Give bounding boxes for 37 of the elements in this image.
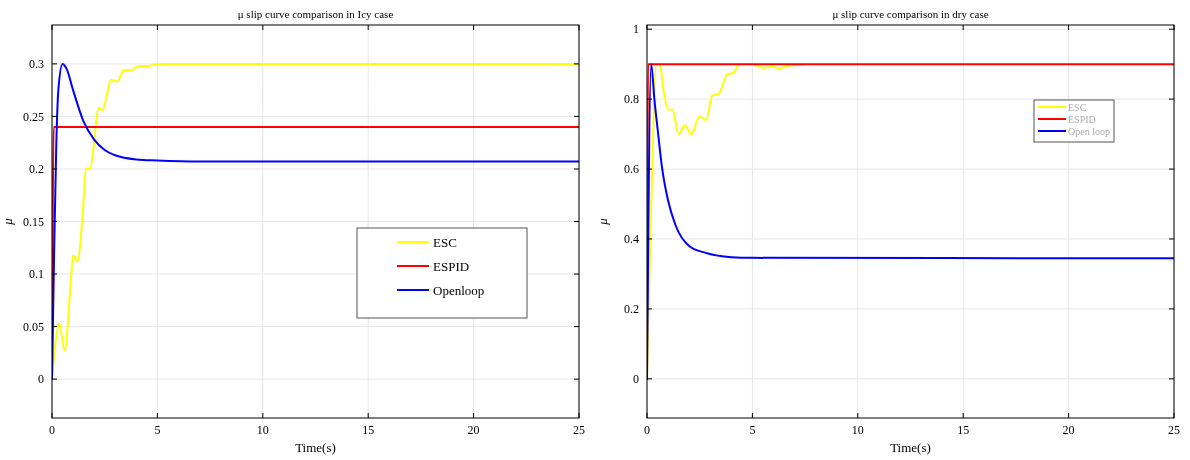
x-tick-label: 10 — [851, 423, 864, 437]
y-tick-label: 1 — [633, 22, 639, 37]
chart-title: μ slip curve comparison in dry case — [832, 8, 989, 20]
y-tick-label: 0.6 — [624, 162, 639, 177]
y-tick-label: 0.3 — [29, 57, 44, 72]
legend-label: Openloop — [433, 282, 485, 298]
y-tick-label: 0.05 — [23, 319, 44, 334]
y-tick-label: 0 — [633, 372, 639, 387]
y-tick-label: 0.1 — [29, 267, 44, 282]
legend-label: ESC — [433, 234, 457, 250]
x-tick-label: 0 — [644, 423, 650, 437]
x-tick-label: 20 — [1062, 423, 1075, 437]
x-axis-title: Time(s) — [295, 440, 336, 455]
x-tick-label: 20 — [467, 423, 480, 437]
x-tick-label: 10 — [256, 423, 269, 437]
y-tick-label: 0.2 — [29, 162, 44, 177]
x-tick-label: 15 — [957, 423, 970, 437]
x-tick-label: 5 — [749, 423, 756, 437]
y-tick-label: 0 — [38, 372, 44, 387]
y-axis-title: μ — [0, 217, 15, 226]
y-tick-label: 0.15 — [23, 214, 44, 229]
legend-label: ESPID — [1068, 113, 1096, 125]
x-tick-label: 15 — [362, 423, 375, 437]
legend-label: ESC — [1068, 101, 1087, 113]
x-tick-label: 0 — [49, 423, 55, 437]
x-tick-label: 25 — [1168, 423, 1180, 437]
x-tick-label: 25 — [573, 423, 585, 437]
y-tick-label: 0.8 — [624, 92, 639, 107]
legend-label: Open loop — [1068, 125, 1110, 137]
x-tick-label: 5 — [154, 423, 161, 437]
y-tick-label: 0.25 — [23, 109, 44, 124]
x-axis-title: Time(s) — [890, 440, 931, 455]
legend-label: ESPID — [433, 258, 470, 274]
y-tick-label: 0.4 — [624, 232, 639, 247]
y-axis-title: μ — [595, 217, 610, 226]
chart-title: μ slip curve comparison in Icy case — [237, 8, 394, 20]
y-tick-label: 0.2 — [624, 302, 639, 317]
